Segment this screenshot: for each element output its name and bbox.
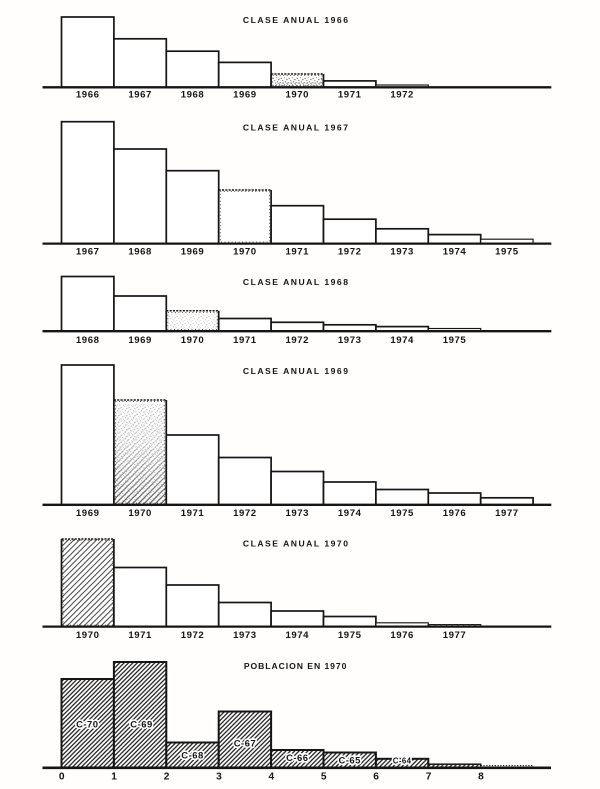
svg-text:1970: 1970 bbox=[181, 335, 205, 346]
svg-text:1972: 1972 bbox=[338, 247, 362, 258]
svg-text:1975: 1975 bbox=[443, 335, 467, 346]
svg-text:1974: 1974 bbox=[390, 335, 414, 346]
svg-text:CLASE ANUAL 1970: CLASE ANUAL 1970 bbox=[243, 538, 350, 548]
svg-text:0: 0 bbox=[59, 772, 65, 783]
svg-text:1969: 1969 bbox=[233, 89, 257, 100]
svg-text:1974: 1974 bbox=[338, 508, 362, 519]
svg-text:1970: 1970 bbox=[233, 247, 257, 258]
svg-text:1973: 1973 bbox=[286, 508, 310, 519]
svg-text:1972: 1972 bbox=[181, 630, 205, 641]
svg-text:POBLACION EN 1970: POBLACION EN 1970 bbox=[244, 661, 348, 671]
svg-text:1968: 1968 bbox=[181, 89, 205, 100]
svg-text:C-70: C-70 bbox=[76, 719, 98, 730]
svg-text:1968: 1968 bbox=[76, 335, 100, 346]
svg-text:8: 8 bbox=[478, 772, 484, 783]
svg-text:1976: 1976 bbox=[390, 630, 414, 641]
svg-text:1967: 1967 bbox=[76, 247, 100, 258]
svg-text:C-65: C-65 bbox=[338, 755, 361, 766]
svg-text:1975: 1975 bbox=[390, 508, 414, 519]
svg-text:1971: 1971 bbox=[286, 247, 310, 258]
svg-text:1975: 1975 bbox=[495, 247, 519, 258]
svg-text:1972: 1972 bbox=[286, 335, 310, 346]
svg-text:1966: 1966 bbox=[76, 89, 100, 100]
svg-text:2: 2 bbox=[164, 772, 170, 783]
svg-text:1967: 1967 bbox=[128, 89, 152, 100]
svg-text:5: 5 bbox=[321, 772, 327, 783]
svg-text:1972: 1972 bbox=[233, 508, 257, 519]
svg-text:1971: 1971 bbox=[181, 508, 205, 519]
svg-text:1977: 1977 bbox=[495, 508, 519, 519]
svg-text:1971: 1971 bbox=[128, 630, 152, 641]
svg-text:1975: 1975 bbox=[338, 630, 362, 641]
svg-text:1976: 1976 bbox=[443, 508, 467, 519]
svg-text:1969: 1969 bbox=[76, 508, 100, 519]
svg-text:1970: 1970 bbox=[76, 630, 100, 641]
svg-text:3: 3 bbox=[216, 772, 222, 783]
svg-text:C-69: C-69 bbox=[130, 719, 152, 730]
svg-text:C-64: C-64 bbox=[393, 756, 412, 765]
svg-text:6: 6 bbox=[373, 772, 379, 783]
svg-text:C-66: C-66 bbox=[286, 753, 308, 764]
svg-text:CLASE ANUAL 1967: CLASE ANUAL 1967 bbox=[243, 123, 350, 133]
svg-text:4: 4 bbox=[268, 772, 274, 783]
svg-text:1974: 1974 bbox=[286, 630, 310, 641]
svg-text:1973: 1973 bbox=[233, 630, 257, 641]
svg-text:1: 1 bbox=[111, 772, 117, 783]
svg-text:CLASE ANUAL 1966: CLASE ANUAL 1966 bbox=[243, 15, 350, 25]
svg-text:1969: 1969 bbox=[128, 335, 152, 346]
svg-text:C-67: C-67 bbox=[234, 738, 256, 749]
svg-text:1971: 1971 bbox=[338, 89, 362, 100]
svg-text:1970: 1970 bbox=[286, 89, 310, 100]
svg-text:1968: 1968 bbox=[128, 247, 152, 258]
svg-text:1973: 1973 bbox=[338, 335, 362, 346]
svg-text:1973: 1973 bbox=[390, 247, 414, 258]
svg-text:1972: 1972 bbox=[390, 89, 414, 100]
svg-text:CLASE ANUAL 1969: CLASE ANUAL 1969 bbox=[243, 366, 350, 376]
svg-text:C-68: C-68 bbox=[181, 750, 203, 761]
svg-text:7: 7 bbox=[426, 772, 432, 783]
svg-text:1970: 1970 bbox=[128, 508, 152, 519]
svg-text:1974: 1974 bbox=[443, 247, 467, 258]
svg-text:1969: 1969 bbox=[181, 247, 205, 258]
svg-text:CLASE ANUAL 1968: CLASE ANUAL 1968 bbox=[243, 277, 350, 287]
svg-text:1977: 1977 bbox=[443, 630, 467, 641]
svg-text:1971: 1971 bbox=[233, 335, 257, 346]
